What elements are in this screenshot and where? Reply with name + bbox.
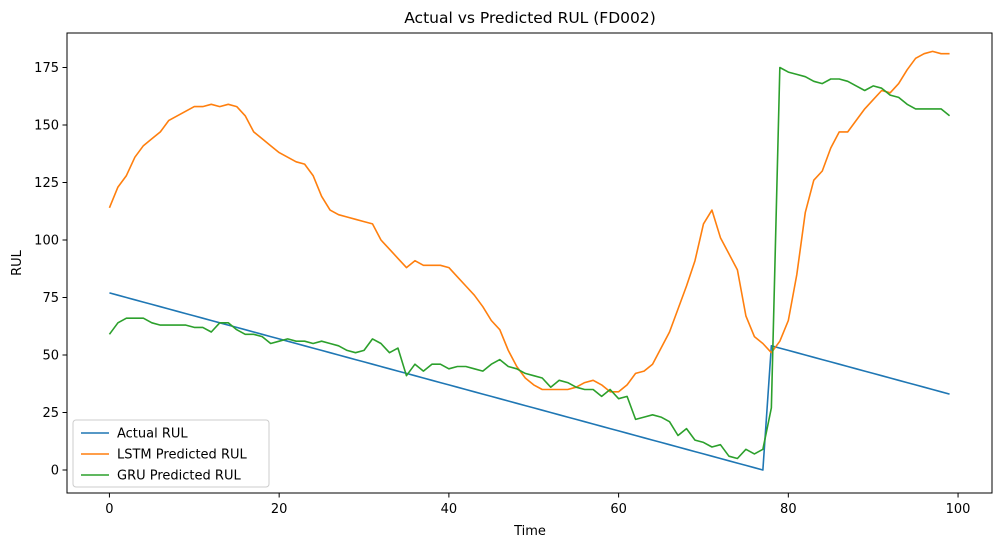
legend-box xyxy=(72,419,270,488)
y-tick-label: 50 xyxy=(42,349,59,364)
y-tick-label: 125 xyxy=(34,176,59,191)
x-tick-label: 20 xyxy=(271,502,288,517)
y-tick-label: 75 xyxy=(42,291,59,306)
chart-title: Actual vs Predicted RUL (FD002) xyxy=(404,9,656,27)
y-tick-label: 100 xyxy=(34,234,59,249)
y-axis-title: RUL xyxy=(10,249,25,276)
x-tick-label: 0 xyxy=(105,502,113,517)
y-tick-label: 25 xyxy=(42,406,59,421)
legend: Actual RUL LSTM Predicted RUL GRU Predicte… xyxy=(72,419,270,488)
series-line-2 xyxy=(108,66,951,460)
legend-label-2: GRU Predicted RUL xyxy=(117,469,241,484)
y-tick-label: 175 xyxy=(34,61,59,76)
series-layer xyxy=(108,50,951,471)
x-tick-label: 80 xyxy=(780,502,797,517)
plot-frame xyxy=(66,32,993,494)
x-tick-label: 60 xyxy=(610,502,627,517)
legend-label-1: LSTM Predicted RUL xyxy=(117,448,247,463)
x-axis-title: Time xyxy=(513,524,546,539)
y-axis: 0 25 50 75 100 125 150 175 xyxy=(34,61,67,479)
x-tick-label: 40 xyxy=(441,502,458,517)
x-tick-label: 100 xyxy=(946,502,971,517)
y-tick-label: 0 xyxy=(51,464,59,479)
legend-label-0: Actual RUL xyxy=(117,427,188,442)
series-line-1 xyxy=(108,50,950,393)
x-axis: 0 20 40 60 80 100 xyxy=(105,493,970,517)
series-line-0 xyxy=(109,292,950,471)
y-tick-label: 150 xyxy=(34,119,59,134)
